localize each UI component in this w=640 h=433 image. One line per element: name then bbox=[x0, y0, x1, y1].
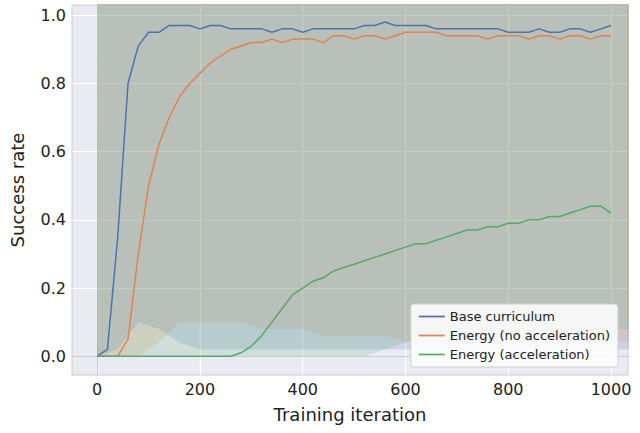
svg-text:800: 800 bbox=[493, 380, 524, 399]
svg-text:0: 0 bbox=[92, 380, 102, 399]
svg-text:1000: 1000 bbox=[591, 380, 632, 399]
svg-text:Base curriculum: Base curriculum bbox=[450, 309, 555, 324]
svg-text:0.6: 0.6 bbox=[41, 142, 66, 161]
svg-text:200: 200 bbox=[185, 380, 216, 399]
svg-text:Energy (no acceleration): Energy (no acceleration) bbox=[450, 328, 610, 343]
svg-text:Training iteration: Training iteration bbox=[273, 404, 427, 425]
svg-text:400: 400 bbox=[287, 380, 318, 399]
svg-text:0.4: 0.4 bbox=[41, 210, 66, 229]
svg-text:0.0: 0.0 bbox=[41, 347, 66, 366]
svg-text:Success rate: Success rate bbox=[7, 133, 28, 248]
svg-text:Energy (acceleration): Energy (acceleration) bbox=[450, 347, 590, 362]
svg-text:0.8: 0.8 bbox=[41, 74, 66, 93]
svg-text:0.2: 0.2 bbox=[41, 279, 66, 298]
svg-text:600: 600 bbox=[390, 380, 421, 399]
svg-text:1.0: 1.0 bbox=[41, 6, 66, 25]
